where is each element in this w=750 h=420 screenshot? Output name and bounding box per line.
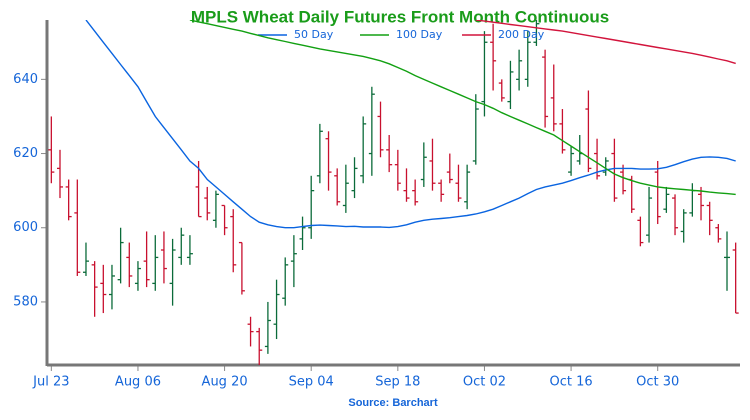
x-tick-label: Oct 02 bbox=[463, 375, 506, 390]
chart-title: MPLS Wheat Daily Futures Front Month Con… bbox=[191, 7, 609, 26]
x-tick-label: Oct 16 bbox=[550, 375, 593, 390]
x-tick-label: Aug 20 bbox=[202, 375, 248, 390]
legend-label: 200 Day bbox=[498, 28, 545, 41]
y-tick-label: 600 bbox=[13, 220, 38, 235]
y-tick-label: 620 bbox=[13, 146, 38, 161]
x-tick-label: Jul 23 bbox=[32, 375, 69, 390]
x-tick-label: Sep 04 bbox=[289, 375, 334, 390]
ma-line bbox=[475, 20, 736, 65]
ma-line bbox=[189, 20, 736, 196]
x-tick-label: Sep 18 bbox=[375, 375, 420, 390]
y-tick-label: 640 bbox=[13, 72, 38, 87]
legend-label: 50 Day bbox=[294, 28, 334, 41]
y-tick-label: 580 bbox=[13, 294, 38, 309]
source: Source: Barchart bbox=[348, 397, 438, 409]
legend-label: 100 Day bbox=[396, 28, 443, 41]
x-tick-label: Aug 06 bbox=[115, 375, 161, 390]
x-tick-label: Oct 30 bbox=[636, 375, 679, 390]
ma-line bbox=[85, 20, 736, 229]
